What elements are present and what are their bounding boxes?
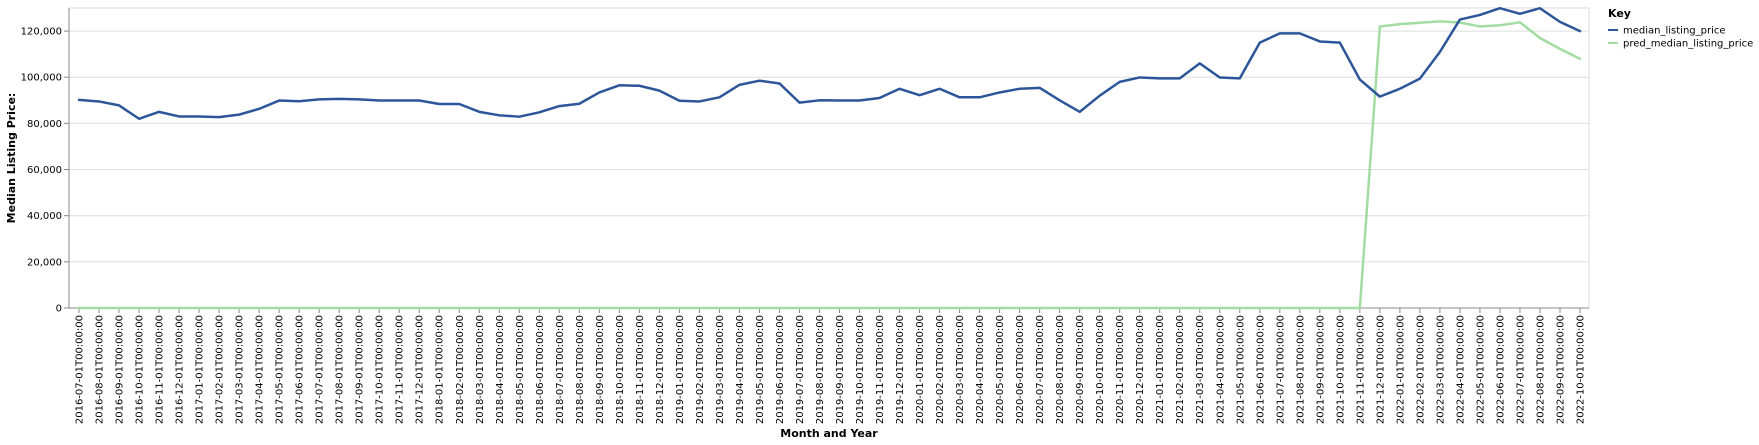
x-tick-label: 2019-04-01T00:00:00 bbox=[735, 315, 746, 424]
x-axis: 2016-07-01T00:00:00 2016-08-01T00:00:00 20… bbox=[69, 307, 1589, 424]
x-tick-label: 2019-07-01T00:00:00 bbox=[795, 315, 806, 424]
y-tick-label: 20,000 bbox=[27, 257, 62, 268]
legend-title: Key bbox=[1608, 7, 1631, 20]
x-tick-label: 2018-12-01T00:00:00 bbox=[655, 315, 666, 424]
x-tick-label: 2022-08-01T00:00:00 bbox=[1535, 315, 1546, 424]
x-tick-label: 2022-05-01T00:00:00 bbox=[1475, 315, 1486, 424]
x-tick-label: 2020-10-01T00:00:00 bbox=[1095, 315, 1106, 424]
x-tick-label: 2020-08-01T00:00:00 bbox=[1055, 315, 1066, 424]
x-tick-label: 2021-06-01T00:00:00 bbox=[1255, 315, 1266, 424]
x-tick-label: 2019-01-01T00:00:00 bbox=[675, 315, 686, 424]
x-tick-label: 2022-03-01T00:00:00 bbox=[1435, 315, 1446, 424]
x-tick-label: 2017-01-01T00:00:00 bbox=[195, 315, 206, 424]
x-tick-label: 2019-10-01T00:00:00 bbox=[855, 315, 866, 424]
y-tick-label: 40,000 bbox=[27, 211, 62, 222]
x-tick-label: 2018-02-01T00:00:00 bbox=[455, 315, 466, 424]
legend-label-median-listing-price: median_listing_price bbox=[1623, 26, 1726, 37]
x-tick-label: 2017-09-01T00:00:00 bbox=[355, 315, 366, 424]
legend: Key median_listing_price pred_median_list… bbox=[1608, 7, 1753, 50]
x-tick-label: 2019-02-01T00:00:00 bbox=[695, 315, 706, 424]
x-tick-label: 2020-01-01T00:00:00 bbox=[915, 315, 926, 424]
x-tick-label: 2018-06-01T00:00:00 bbox=[535, 315, 546, 424]
x-tick-label: 2020-05-01T00:00:00 bbox=[995, 315, 1006, 424]
x-tick-label: 2018-07-01T00:00:00 bbox=[555, 315, 566, 424]
x-tick-label: 2021-02-01T00:00:00 bbox=[1175, 315, 1186, 424]
x-tick-label: 2021-05-01T00:00:00 bbox=[1235, 315, 1246, 424]
x-tick-label: 2020-04-01T00:00:00 bbox=[975, 315, 986, 424]
x-tick-label: 2017-06-01T00:00:00 bbox=[295, 315, 306, 424]
x-tick-label: 2021-04-01T00:00:00 bbox=[1215, 315, 1226, 424]
y-tick-label: 60,000 bbox=[27, 165, 62, 176]
x-tick-label: 2020-02-01T00:00:00 bbox=[935, 315, 946, 424]
x-tick-label: 2019-06-01T00:00:00 bbox=[775, 315, 786, 424]
x-tick-label: 2016-08-01T00:00:00 bbox=[95, 315, 106, 424]
x-tick-label: 2017-07-01T00:00:00 bbox=[315, 315, 326, 424]
x-tick-label: 2020-09-01T00:00:00 bbox=[1075, 315, 1086, 424]
x-tick-label: 2018-03-01T00:00:00 bbox=[475, 315, 486, 424]
x-tick-label: 2019-03-01T00:00:00 bbox=[715, 315, 726, 424]
series-line-pred-median-listing-price bbox=[77, 20, 1582, 310]
x-tick-label: 2018-08-01T00:00:00 bbox=[575, 315, 586, 424]
x-tick-label: 2019-12-01T00:00:00 bbox=[895, 315, 906, 424]
x-tick-label: 2018-10-01T00:00:00 bbox=[615, 315, 626, 424]
x-tick-label: 2018-09-01T00:00:00 bbox=[595, 315, 606, 424]
x-tick-label: 2018-05-01T00:00:00 bbox=[515, 315, 526, 424]
x-tick-label: 2021-12-01T00:00:00 bbox=[1375, 315, 1386, 424]
x-tick-label: 2022-07-01T00:00:00 bbox=[1515, 315, 1526, 424]
y-tick-label: 80,000 bbox=[27, 119, 62, 130]
x-tick-label: 2016-12-01T00:00:00 bbox=[175, 315, 186, 424]
x-tick-label: 2016-07-01T00:00:00 bbox=[75, 315, 86, 424]
x-tick-label: 2021-07-01T00:00:00 bbox=[1275, 315, 1286, 424]
plot-frame bbox=[68, 7, 1590, 309]
x-tick-label: 2022-02-01T00:00:00 bbox=[1415, 315, 1426, 424]
x-tick-label: 2021-01-01T00:00:00 bbox=[1155, 315, 1166, 424]
series-line-median-listing-price bbox=[77, 6, 1582, 121]
x-tick-label: 2021-09-01T00:00:00 bbox=[1315, 315, 1326, 424]
x-tick-label: 2021-08-01T00:00:00 bbox=[1295, 315, 1306, 424]
x-tick-label: 2019-09-01T00:00:00 bbox=[835, 315, 846, 424]
x-axis-title: Month and Year bbox=[780, 427, 878, 440]
x-tick-label: 2020-07-01T00:00:00 bbox=[1035, 315, 1046, 424]
x-tick-label: 2018-01-01T00:00:00 bbox=[435, 315, 446, 424]
x-tick-label: 2016-09-01T00:00:00 bbox=[115, 315, 126, 424]
x-tick-label: 2021-10-01T00:00:00 bbox=[1335, 315, 1346, 424]
x-tick-label: 2017-03-01T00:00:00 bbox=[235, 315, 246, 424]
y-tick-label: 100,000 bbox=[21, 73, 62, 84]
gridlines bbox=[68, 7, 1590, 309]
x-tick-label: 2022-10-01T00:00:00 bbox=[1576, 315, 1587, 424]
x-tick-label: 2021-11-01T00:00:00 bbox=[1355, 315, 1366, 424]
x-tick-label: 2017-11-01T00:00:00 bbox=[395, 315, 406, 424]
x-tick-label: 2022-09-01T00:00:00 bbox=[1555, 315, 1566, 424]
x-tick-label: 2019-11-01T00:00:00 bbox=[875, 315, 886, 424]
x-tick-label: 2022-04-01T00:00:00 bbox=[1455, 315, 1466, 424]
x-tick-label: 2017-02-01T00:00:00 bbox=[215, 315, 226, 424]
x-tick-label: 2017-10-01T00:00:00 bbox=[375, 315, 386, 424]
x-tick-label: 2019-08-01T00:00:00 bbox=[815, 315, 826, 424]
y-tick-label: 0 bbox=[56, 304, 62, 315]
y-axis: 0 20,000 40,000 60,000 80,000 100,000 120,000 bbox=[21, 8, 70, 315]
x-tick-label: 2018-11-01T00:00:00 bbox=[635, 315, 646, 424]
x-tick-label: 2020-06-01T00:00:00 bbox=[1015, 315, 1026, 424]
y-tick-label: 120,000 bbox=[21, 27, 62, 38]
x-tick-label: 2022-01-01T00:00:00 bbox=[1395, 315, 1406, 424]
x-tick-label: 2017-04-01T00:00:00 bbox=[255, 315, 266, 424]
x-tick-label: 2022-06-01T00:00:00 bbox=[1495, 315, 1506, 424]
x-tick-label: 2017-05-01T00:00:00 bbox=[275, 315, 286, 424]
x-tick-label: 2020-11-01T00:00:00 bbox=[1115, 315, 1126, 424]
x-tick-label: 2020-03-01T00:00:00 bbox=[955, 315, 966, 424]
x-tick-label: 2021-03-01T00:00:00 bbox=[1195, 315, 1206, 424]
x-tick-label: 2018-04-01T00:00:00 bbox=[495, 315, 506, 424]
legend-label-pred-median-listing-price: pred_median_listing_price bbox=[1623, 39, 1753, 50]
x-tick-label: 2017-12-01T00:00:00 bbox=[415, 315, 426, 424]
x-tick-label: 2019-05-01T00:00:00 bbox=[755, 315, 766, 424]
series-layer bbox=[77, 6, 1582, 310]
x-tick-label: 2016-10-01T00:00:00 bbox=[135, 315, 146, 424]
x-tick-label: 2016-11-01T00:00:00 bbox=[155, 315, 166, 424]
x-tick-label: 2017-08-01T00:00:00 bbox=[335, 315, 346, 424]
x-tick-label: 2020-12-01T00:00:00 bbox=[1135, 315, 1146, 424]
y-axis-title: Median Listing Price: bbox=[5, 93, 18, 224]
